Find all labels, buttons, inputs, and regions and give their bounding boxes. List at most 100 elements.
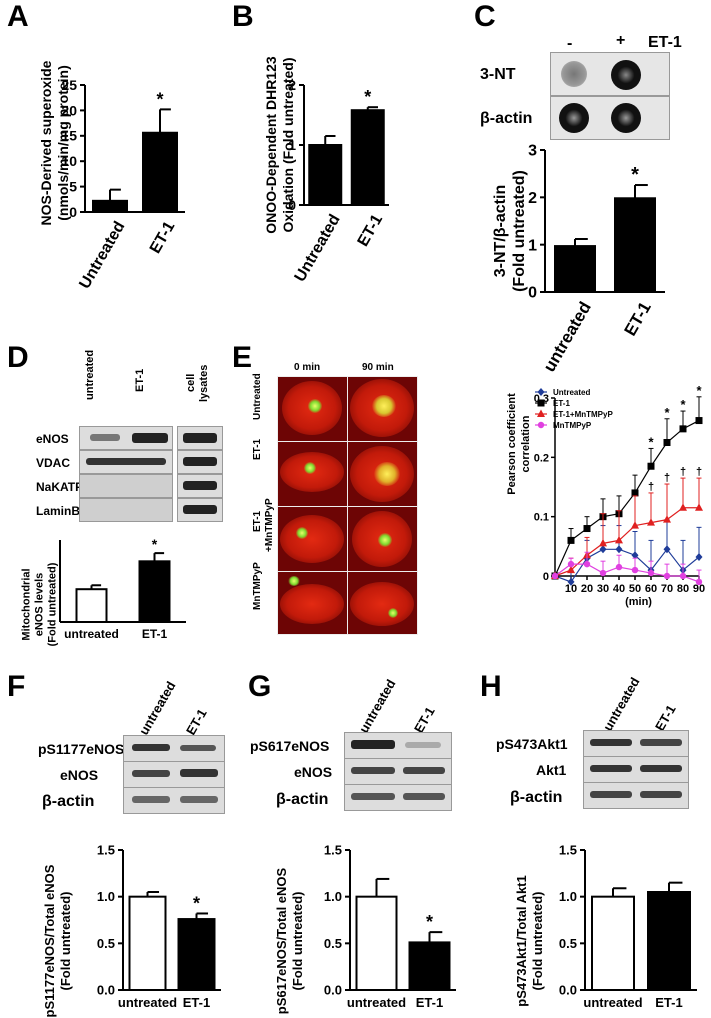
x-category-label: ET-1: [147, 219, 179, 257]
panel-a-ylabel-line1: NOS-Derived superoxide: [38, 60, 54, 226]
significance-dagger: †: [648, 481, 654, 493]
significance-dagger: †: [696, 466, 702, 478]
bar-untreated: [591, 895, 635, 992]
band: [590, 765, 632, 772]
y-tick-label: 0.0: [97, 983, 115, 998]
marker-square: [663, 439, 671, 446]
marker-square: [583, 525, 591, 533]
marker-circle: [567, 560, 575, 568]
bar-et-1: [647, 891, 691, 991]
marker-square: [567, 536, 575, 544]
x-category-label: ET-1: [416, 995, 443, 1010]
y-tick-label: 0.5: [324, 936, 342, 951]
band: [86, 458, 166, 465]
marker-diamond: [695, 553, 703, 562]
marker-diamond: [663, 545, 671, 554]
band: [351, 767, 395, 774]
blot-d-col3-line1: cell: [185, 373, 197, 392]
marker-circle: [537, 421, 545, 429]
marker-triangle: [537, 409, 545, 417]
panel-b-ylabel-line1: ONOO-Dependent DHR123: [263, 56, 279, 234]
y-tick-label: 1.0: [559, 889, 577, 904]
marker-circle: [695, 578, 703, 586]
blot-g-actin: [344, 784, 452, 811]
legend-label: ET-1: [553, 399, 570, 408]
x-tick-label: 90: [693, 583, 705, 595]
y-tick-label: 0.2: [534, 452, 549, 464]
x-category-label: untreated: [347, 995, 406, 1010]
marker-square: [537, 399, 545, 407]
panel-e-chart: 00.10.20.310 20 30 40 50 60 70 80 90(min)****†† †…: [534, 384, 705, 608]
blot-d-vdac: [79, 450, 173, 474]
micrograph: [277, 506, 348, 572]
blot-f-row1: pS1177eNOS: [38, 741, 125, 757]
panel-e-ylabel-line2: correlation: [520, 415, 532, 473]
band: [403, 793, 445, 800]
micrograph: [277, 571, 348, 635]
panel-label-g: G: [248, 670, 272, 703]
marker-circle: [631, 566, 639, 574]
x-category-label: untreated: [540, 299, 595, 376]
series-line-et-1-mntmpyp: [554, 507, 699, 577]
blot-d-enos: [79, 426, 173, 450]
panel-label-e: E: [232, 341, 253, 374]
significance-star: *: [426, 912, 433, 932]
y-tick-label: 0: [543, 571, 549, 583]
x-category-label: ET-1: [655, 995, 682, 1010]
bar-et-1: [138, 560, 171, 623]
micro-row-et1mn-line2: +MnTMPyP: [264, 498, 275, 552]
blot-d-col1: untreated: [84, 349, 96, 400]
blot-d-lysate-nakatpase: [177, 474, 223, 498]
panel-d-chart: untreated * ET-1: [59, 536, 186, 641]
band: [640, 765, 682, 772]
x-category-label: Untreated: [292, 212, 344, 285]
panel-label-c: C: [474, 0, 496, 33]
micrograph: [347, 441, 418, 507]
y-tick-label: 15: [61, 128, 77, 144]
band: [405, 742, 441, 748]
panel-f-chart: 0.0 0.5 1.0 1.5 untreated * ET-1: [97, 843, 221, 1010]
bar-et-1: [142, 131, 178, 213]
blot-f-col1: untreated: [136, 678, 179, 738]
panel-a-chart: 0 5 10 15 20 25 Untreated * ET-1: [61, 77, 185, 292]
blot-c-row2-label: β-actin: [480, 110, 533, 127]
panel-e-ylabel: Pearson coefficient correlation: [505, 379, 533, 509]
panel-e-ylabel-line1: Pearson coefficient: [506, 393, 518, 495]
significance-star: *: [648, 434, 654, 449]
x-tick-label: 20: [581, 583, 593, 595]
blot-d-lysate-enos: [177, 426, 223, 450]
marker-circle: [647, 569, 655, 577]
band: [183, 433, 217, 443]
marker-diamond: [615, 545, 623, 554]
y-tick-label: 25: [61, 77, 77, 93]
band: [590, 791, 632, 798]
micro-row-untreated: Untreated: [252, 373, 263, 420]
significance-star: *: [631, 164, 639, 186]
band: [183, 481, 217, 490]
significance-star: *: [364, 87, 371, 107]
series-line-mntmpyp: [554, 563, 700, 583]
significance-star: *: [152, 536, 158, 552]
micrograph: [347, 506, 418, 572]
panel-f-ylabel-line2: (Fold untreated): [58, 891, 73, 991]
x-category-label: untreated: [118, 995, 177, 1010]
panel-c-ylabel: 3-NT/β-actin (Fold untreated): [491, 146, 529, 316]
band: [132, 433, 168, 443]
x-category-label: untreated: [64, 627, 119, 641]
bar-untreated: [554, 245, 596, 294]
blot-g-enos: [344, 758, 452, 785]
micro-row-et1: ET-1: [252, 438, 263, 460]
band: [351, 740, 395, 749]
band: [183, 457, 217, 466]
blot-h-actin: [583, 782, 689, 809]
bar-untreated: [75, 588, 108, 623]
blot-f-enos: [123, 761, 225, 788]
blot-d-laminb1: [79, 498, 173, 522]
x-axis-label: (min): [625, 596, 652, 608]
blot-h-akt1: [583, 756, 689, 783]
y-tick-label: 1.0: [324, 889, 342, 904]
x-tick-label: 40: [613, 583, 625, 595]
band: [403, 767, 445, 774]
series-line-et-1: [554, 420, 700, 577]
legend-label: MnTMPyP: [553, 421, 592, 430]
